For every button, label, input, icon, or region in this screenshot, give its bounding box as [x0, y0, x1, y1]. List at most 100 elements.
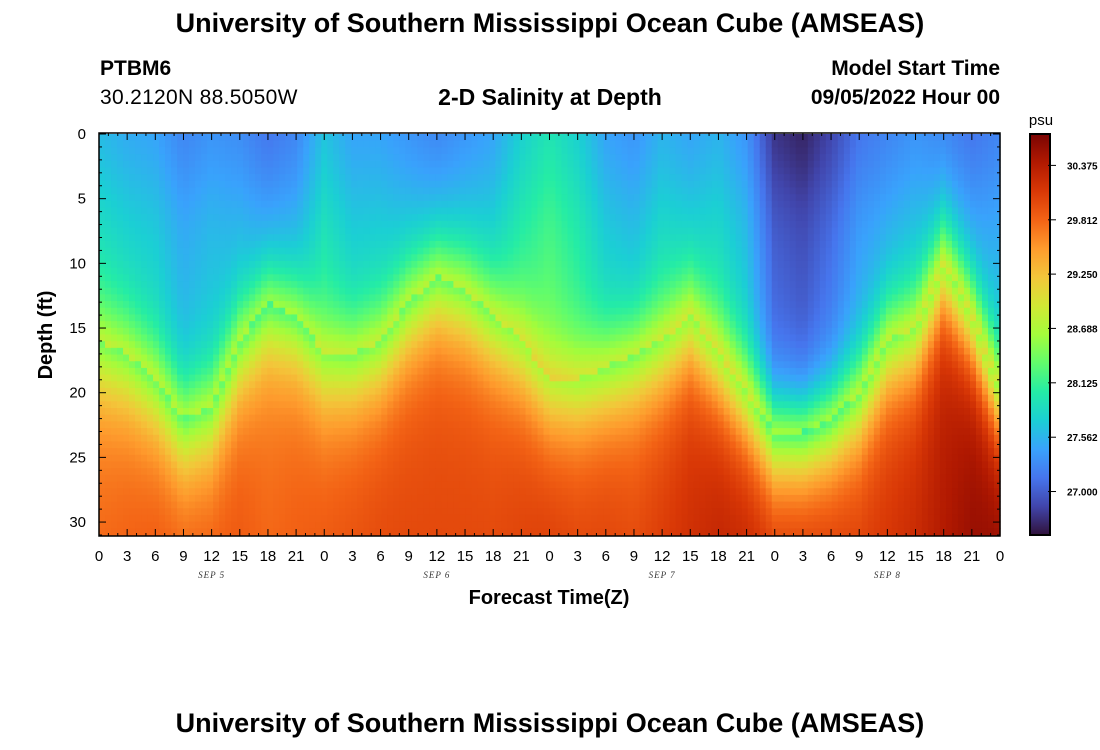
heatmap-cell	[141, 207, 148, 215]
heatmap-cell	[531, 180, 539, 189]
heatmap-cell	[267, 461, 274, 469]
heatmap-cell	[537, 301, 545, 309]
heatmap-cell	[453, 281, 460, 289]
heatmap-cell	[561, 381, 569, 389]
heatmap-cell	[135, 274, 142, 282]
heatmap-cell	[309, 147, 316, 155]
heatmap-cell	[129, 428, 136, 436]
heatmap-cell	[573, 207, 581, 215]
heatmap-cell	[249, 354, 256, 362]
heatmap-cell	[99, 274, 106, 282]
heatmap-cell	[99, 247, 106, 255]
heatmap-cell	[183, 227, 190, 235]
heatmap-cell	[201, 194, 208, 202]
heatmap-cell	[585, 220, 593, 229]
heatmap-cell	[111, 381, 118, 389]
heatmap-cell	[243, 374, 250, 382]
heatmap-cell	[393, 247, 400, 255]
heatmap-cell	[231, 361, 238, 369]
heatmap-cell	[219, 160, 226, 169]
heatmap-cell	[327, 374, 334, 382]
heatmap-cell	[435, 474, 442, 483]
heatmap-cell	[153, 327, 160, 336]
heatmap-cell	[135, 167, 142, 175]
heatmap-cell	[177, 494, 184, 503]
heatmap-cell	[411, 394, 418, 402]
heatmap-cell	[129, 140, 136, 148]
heatmap-cell	[537, 521, 545, 529]
heatmap-cell	[591, 428, 599, 436]
heatmap-cell	[489, 227, 497, 235]
heatmap-cell	[429, 327, 436, 336]
heatmap-cell	[261, 361, 268, 369]
heatmap-cell	[111, 160, 118, 169]
heatmap-cell	[465, 254, 473, 262]
heatmap-cell	[141, 194, 148, 202]
heatmap-cell	[291, 180, 298, 189]
heatmap-cell	[345, 167, 352, 175]
heatmap-cell	[519, 307, 527, 316]
heatmap-cell	[531, 301, 539, 309]
heatmap-cell	[213, 461, 220, 469]
heatmap-cell	[567, 254, 575, 262]
heatmap-cell	[513, 394, 521, 402]
heatmap-cell	[357, 408, 364, 416]
heatmap-cell	[507, 207, 515, 215]
heatmap-cell	[177, 428, 184, 436]
heatmap-cell	[279, 140, 286, 148]
heatmap-cell	[489, 474, 497, 483]
heatmap-cell	[129, 414, 136, 422]
heatmap-cell	[579, 468, 587, 476]
heatmap-cell	[513, 421, 521, 429]
heatmap-cell	[297, 327, 304, 336]
heatmap-cell	[105, 434, 112, 443]
heatmap-cell	[99, 220, 106, 229]
heatmap-cell	[477, 481, 485, 489]
heatmap-cell	[435, 494, 442, 503]
heatmap-cell	[243, 174, 250, 182]
heatmap-cell	[543, 341, 551, 349]
heatmap-cell	[363, 194, 370, 202]
heatmap-cell	[423, 214, 430, 222]
heatmap-cell	[183, 354, 190, 362]
heatmap-cell	[159, 301, 166, 309]
heatmap-cell	[243, 267, 250, 275]
heatmap-cell	[249, 528, 256, 536]
heatmap-cell	[183, 321, 190, 329]
heatmap-cell	[489, 361, 497, 369]
heatmap-cell	[381, 167, 388, 175]
heatmap-cell	[579, 401, 587, 409]
heatmap-cell	[585, 247, 593, 255]
heatmap-cell	[243, 147, 250, 155]
page-title: University of Southern Mississippi Ocean…	[175, 8, 925, 38]
heatmap-cell	[399, 461, 406, 469]
heatmap-cell	[183, 267, 190, 275]
heatmap-cell	[327, 354, 334, 362]
heatmap-cell	[417, 374, 424, 382]
heatmap-cell	[387, 394, 394, 402]
heatmap-cell	[141, 521, 148, 529]
heatmap-cell	[255, 428, 262, 436]
heatmap-cell	[471, 301, 479, 309]
heatmap-cell	[315, 454, 322, 463]
heatmap-cell	[207, 347, 214, 356]
heatmap-cell	[237, 448, 244, 456]
heatmap-cell	[477, 240, 485, 249]
heatmap-cell	[165, 200, 172, 209]
heatmap-cell	[111, 194, 118, 202]
heatmap-cell	[483, 441, 491, 449]
heatmap-cell	[507, 367, 515, 376]
heatmap-cell	[543, 154, 551, 162]
heatmap-cell	[249, 414, 256, 422]
heatmap-cell	[465, 140, 473, 148]
heatmap-cell	[297, 194, 304, 202]
heatmap-cell	[333, 260, 340, 269]
heatmap-cell	[567, 140, 575, 148]
heatmap-cell	[309, 347, 316, 356]
heatmap-cell	[141, 468, 148, 476]
heatmap-cell	[291, 187, 298, 195]
heatmap-cell	[495, 354, 503, 362]
heatmap-cell	[411, 347, 418, 356]
heatmap-cell	[543, 274, 551, 282]
heatmap-cell	[357, 207, 364, 215]
